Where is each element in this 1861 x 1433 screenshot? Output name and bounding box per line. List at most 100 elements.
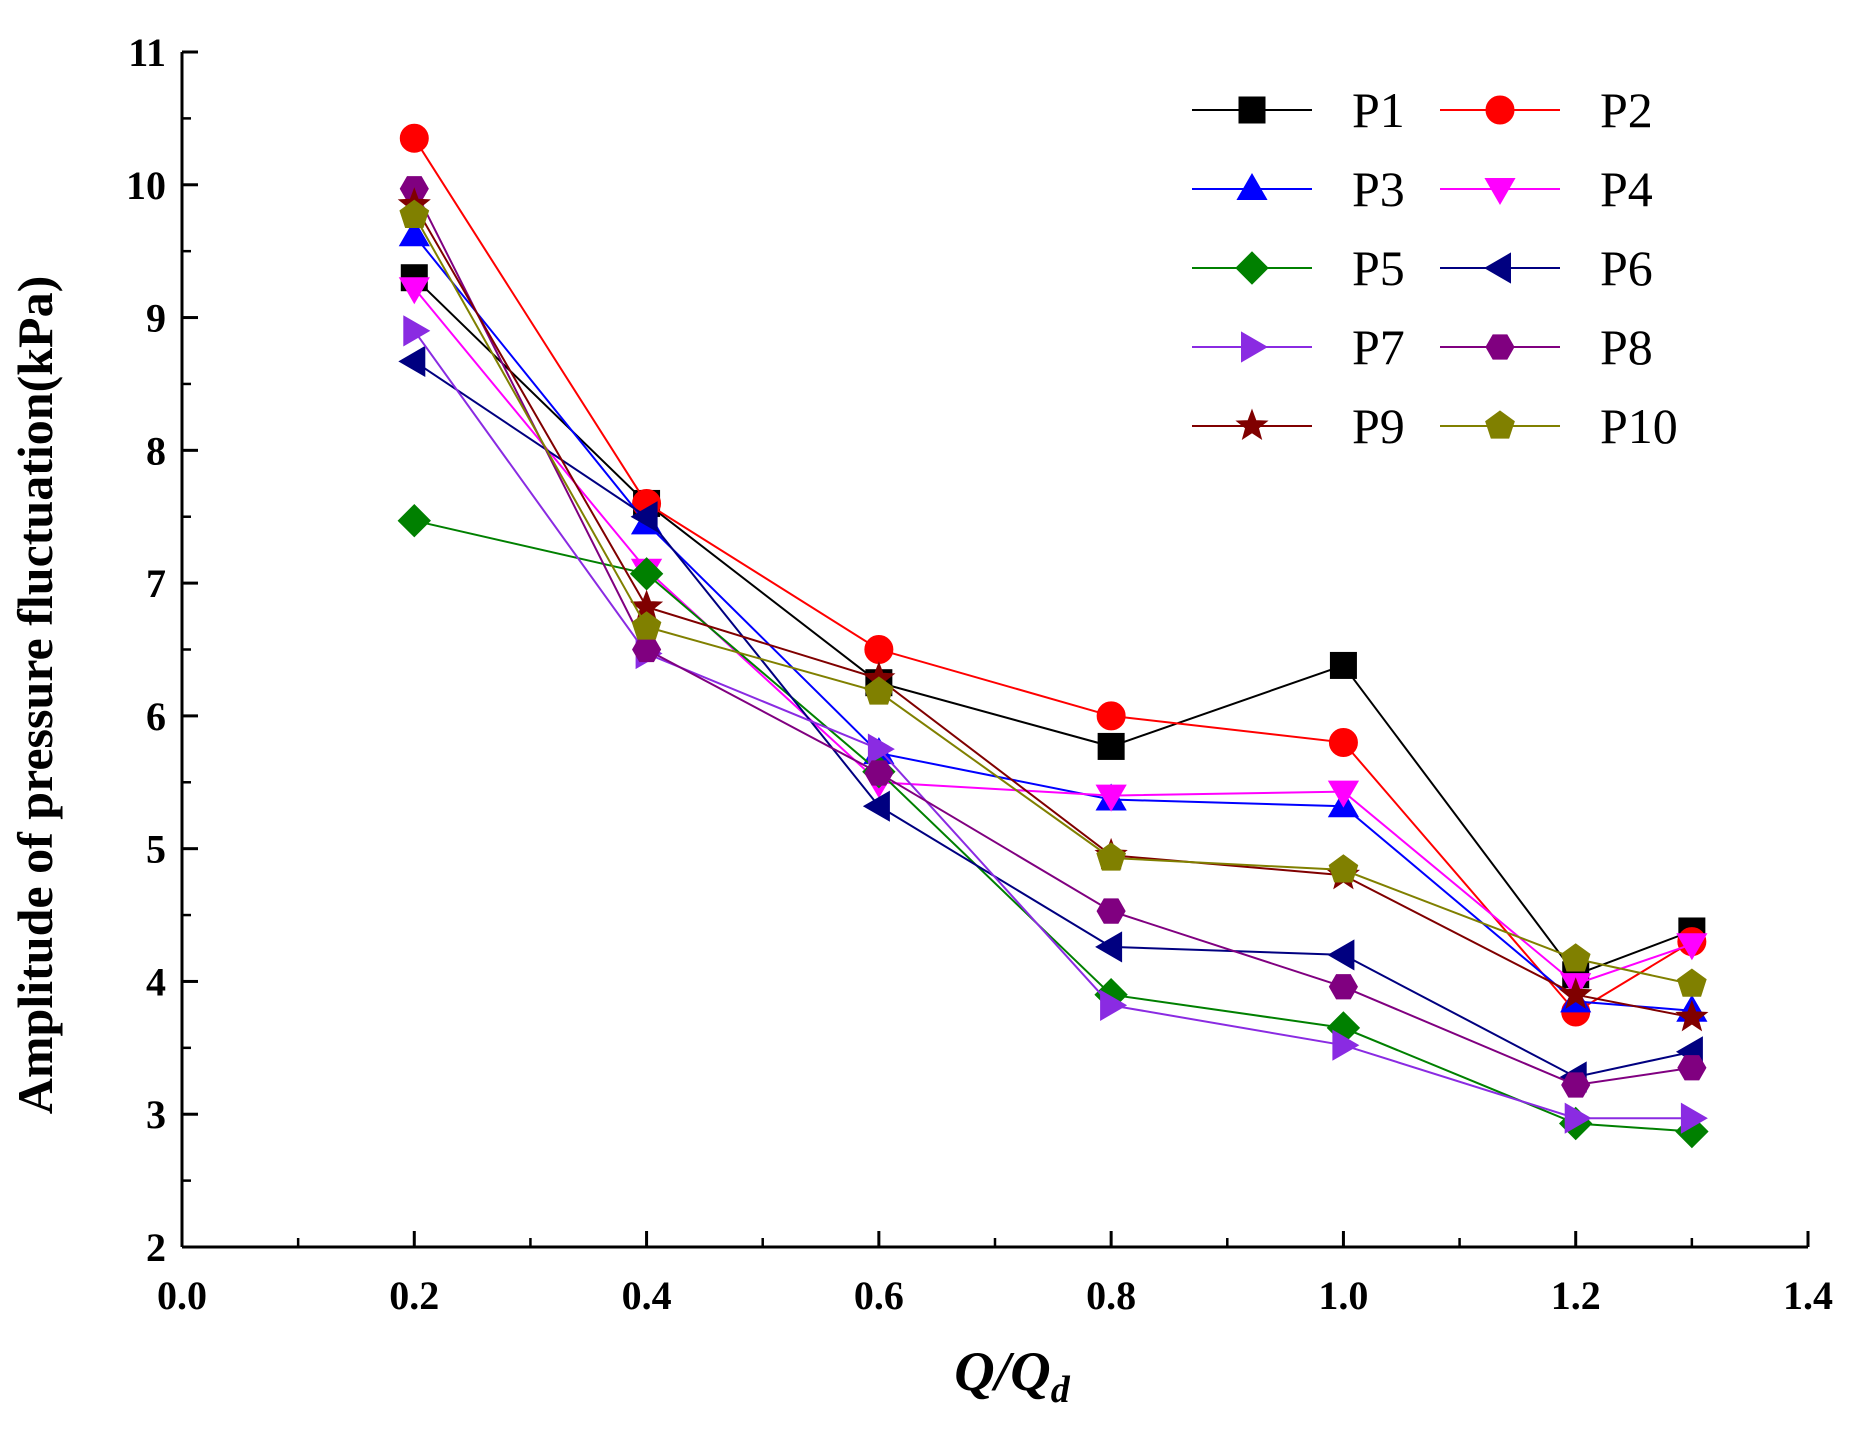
data-point-p10 [1096,842,1126,871]
data-point-p4 [1095,784,1127,812]
data-point-p8 [1096,898,1126,924]
data-point-p2 [399,123,429,153]
data-point-p7 [1332,1029,1360,1061]
legend-label-p9: P9 [1352,398,1405,454]
legend-marker-p10 [1485,410,1515,439]
legend: P1 P2 P3 P4 P5 P6 P7 P8 P9 P10 [1192,82,1678,454]
legend-marker-p7 [1241,331,1269,363]
series-p4 [398,277,1708,1001]
legend-entry-p7: P7 [1192,319,1405,375]
data-point-p3 [398,219,430,247]
data-point-p10 [1677,968,1707,997]
data-point-p1 [1097,732,1125,760]
data-point-p9 [1559,977,1593,1009]
legend-label-p10: P10 [1600,398,1678,454]
legend-entry-p4: P4 [1440,161,1653,217]
series-p9 [397,187,1709,1032]
legend-marker-p1 [1238,96,1266,124]
y-axis-title: Amplitude of pressure fluctuation(kPa) [7,276,63,1114]
data-point-p10 [399,199,430,228]
y-tick-label: 8 [146,428,166,473]
data-point-p6 [630,501,658,533]
data-point-p7 [1680,1102,1708,1134]
data-point-p2 [1096,701,1126,731]
data-point-p8 [1561,1072,1591,1098]
data-point-p10 [1328,854,1359,883]
y-tick-label: 9 [146,296,166,341]
data-point-p7 [403,315,431,347]
x-tick-label: 0.0 [157,1273,207,1318]
data-point-p4 [1327,780,1360,808]
data-point-p10 [1560,943,1591,972]
data-point-p1 [1329,651,1357,679]
y-tick-label: 3 [146,1092,166,1137]
legend-label-p5: P5 [1352,240,1405,296]
x-tick-label: 0.6 [854,1273,904,1318]
x-tick-label: 0.2 [389,1273,439,1318]
legend-entry-p3: P3 [1192,161,1405,217]
series-p5 [397,503,1709,1149]
series-p8 [399,176,1707,1098]
data-point-p7 [1100,989,1128,1021]
legend-marker-p9 [1235,408,1269,441]
data-point-p7 [1564,1102,1592,1134]
y-tick-label: 6 [146,694,166,739]
data-point-p5 [629,557,664,591]
data-point-p6 [862,790,890,822]
series-line-p4 [413,287,1693,986]
y-tick-label: 2 [146,1225,166,1270]
legend-entry-p1: P1 [1192,82,1405,138]
data-point-p6 [398,345,426,377]
y-tick-label: 10 [126,163,166,208]
legend-entry-p5: P5 [1192,240,1405,296]
data-point-p8 [864,760,894,786]
legend-entry-p2: P2 [1440,82,1653,138]
legend-label-p2: P2 [1600,82,1653,138]
legend-marker-p3 [1236,172,1268,200]
legend-marker-p5 [1235,251,1269,285]
data-point-p9 [1675,999,1709,1032]
legend-label-p8: P8 [1600,319,1653,375]
data-point-p5 [397,503,432,538]
x-tick-label: 1.2 [1551,1273,1601,1318]
data-point-p2 [864,635,894,664]
legend-label-p7: P7 [1352,319,1405,375]
data-point-p7 [867,733,895,765]
legend-label-p3: P3 [1352,161,1405,217]
series-line-p9 [413,204,1693,1019]
axes: 0.0 0.2 0.4 0.6 0.8 1.0 1.2 1.4 2 3 4 5 6 7 8 9 10 11 [126,30,1833,1318]
x-axis-title-main: Q/Q [954,1341,1050,1403]
series-line-p8 [413,188,1693,1087]
data-point-p6 [1095,931,1123,963]
x-axis-title: Q/Qd [954,1341,1070,1411]
series-line-p6 [413,360,1693,1079]
x-tick-label: 0.4 [622,1273,672,1318]
legend-label-p1: P1 [1352,82,1405,138]
series-p1 [400,264,1706,989]
series-p7 [403,315,1708,1134]
legend-entry-p6: P6 [1440,240,1653,296]
series-line-p10 [413,214,1693,986]
legend-marker-p2 [1485,95,1515,125]
series-line-p1 [413,276,1693,977]
series-line-p7 [413,330,1692,1120]
data-point-p10 [864,676,894,705]
x-tick-label: 1.4 [1783,1273,1833,1318]
x-tick-label: 1.0 [1318,1273,1368,1318]
series-p10 [399,199,1707,997]
y-tick-label: 7 [146,561,166,606]
legend-entry-p8: P8 [1440,319,1653,375]
legend-marker-p6 [1483,252,1511,284]
series-layer [397,123,1709,1149]
legend-label-p6: P6 [1600,240,1653,296]
data-point-p8 [1677,1055,1707,1081]
data-point-p2 [1328,727,1358,757]
legend-entry-p9: P9 [1192,398,1405,454]
legend-label-p4: P4 [1600,161,1653,217]
series-line-p5 [414,519,1692,1133]
y-tick-label: 4 [146,959,166,1004]
y-tick-label: 5 [146,827,166,872]
y-tick-label: 11 [128,30,166,75]
x-axis-title-subscript: d [1051,1369,1071,1411]
